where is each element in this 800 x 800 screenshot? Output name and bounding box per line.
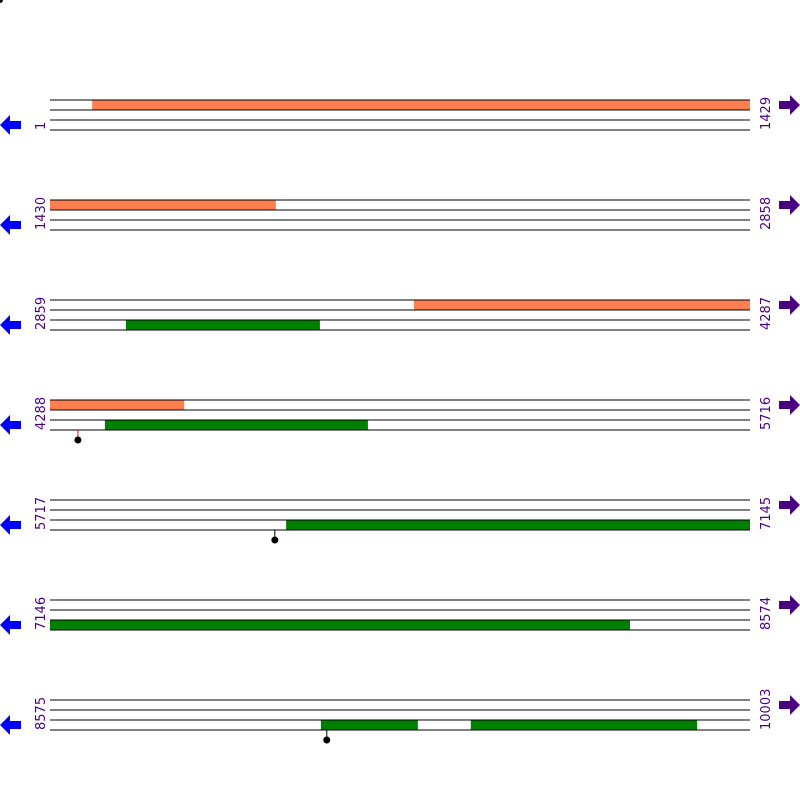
right-arrow-icon — [779, 195, 800, 215]
left-arrow-icon — [0, 715, 21, 735]
right-arrow-icon — [779, 595, 800, 615]
left-arrow-icon — [0, 215, 21, 235]
row-start-label: 5717 — [34, 497, 49, 530]
left-arrow-icon — [0, 615, 21, 635]
forward-feature — [413, 300, 750, 310]
forward-feature — [92, 100, 750, 110]
row-end-label: 4287 — [759, 297, 774, 330]
reverse-feature — [320, 720, 418, 730]
sequence-row: 4288 5716 — [0, 395, 800, 444]
right-arrow-icon — [779, 95, 800, 115]
reverse-feature — [470, 720, 698, 730]
left-arrow-icon — [0, 515, 21, 535]
row-end-label: 10003 — [759, 689, 774, 730]
sequence-row: 1430 2858 — [0, 195, 800, 235]
sequence-row: 8575 10003 — [0, 689, 800, 744]
right-arrow-icon — [779, 295, 800, 315]
row-end-label: 2858 — [759, 197, 774, 230]
marker-dot — [323, 736, 331, 744]
corner-dot — [0, 0, 3, 3]
row-start-label: 8575 — [34, 697, 49, 730]
left-arrow-icon — [0, 115, 21, 135]
row-start-label: 2859 — [34, 297, 49, 330]
row-start-label: 4288 — [34, 397, 49, 430]
left-arrow-icon — [0, 415, 21, 435]
row-start-label: 1430 — [34, 197, 49, 230]
marker-dot — [271, 536, 279, 544]
sequence-row: 1 1429 — [0, 95, 800, 135]
reverse-feature — [104, 420, 368, 430]
forward-feature — [50, 200, 276, 210]
row-end-label: 5716 — [759, 397, 774, 430]
forward-feature — [50, 400, 185, 410]
reverse-feature — [286, 520, 750, 530]
marker-dot — [74, 436, 82, 444]
left-arrow-icon — [0, 315, 21, 335]
right-arrow-icon — [779, 495, 800, 515]
row-end-label: 7145 — [759, 497, 774, 530]
row-start-label: 1 — [34, 122, 49, 130]
row-start-label: 7146 — [34, 597, 49, 630]
row-end-label: 8574 — [759, 597, 774, 630]
right-arrow-icon — [779, 395, 800, 415]
reverse-feature — [125, 320, 320, 330]
row-end-label: 1429 — [759, 97, 774, 130]
right-arrow-icon — [779, 695, 800, 715]
sequence-row: 2859 4287 — [0, 295, 800, 335]
sequence-row: 7146 8574 — [0, 595, 800, 635]
reverse-feature — [50, 620, 630, 630]
sequence-row: 5717 7145 — [0, 495, 800, 544]
